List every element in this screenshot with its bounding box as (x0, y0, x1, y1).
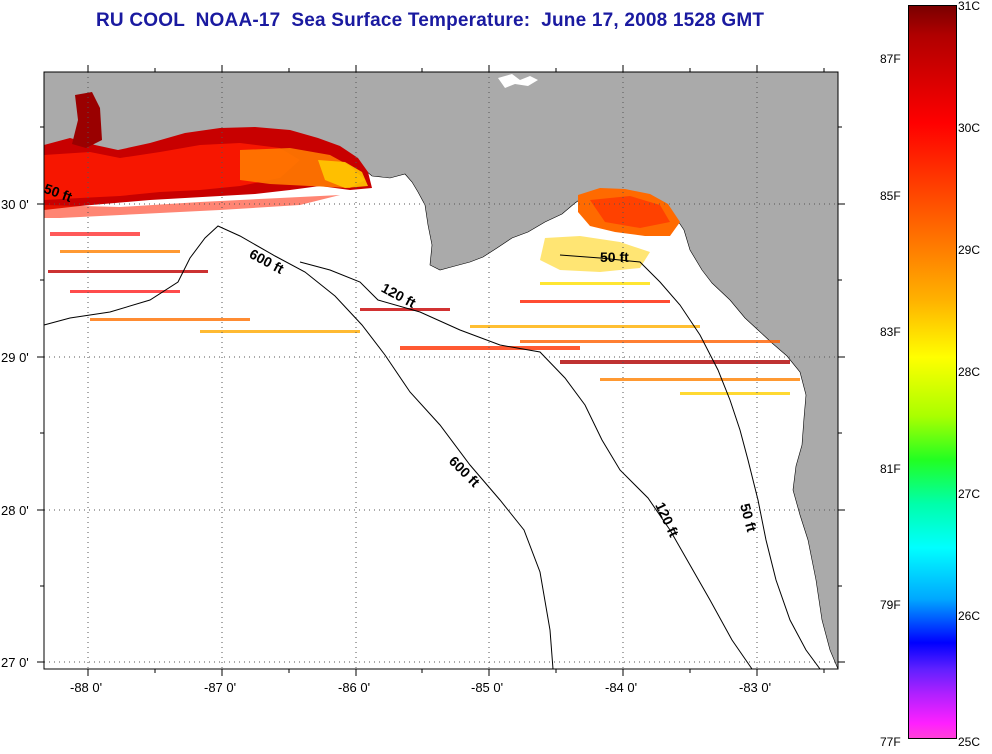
colorbar-celsius-label: 28C (958, 365, 981, 379)
colorbar-celsius-label: 27C (958, 487, 981, 501)
colorbar-celsius-label: 29C (958, 243, 981, 257)
map-frame (43, 71, 839, 670)
lon-tick-label: -87 0' (204, 680, 236, 695)
isobath-50ft (559, 254, 821, 670)
colorbar-celsius-label: 30C (958, 121, 981, 135)
lat-tick-label: 28 0' (1, 503, 29, 518)
isobath-label: 50 ft (600, 249, 629, 265)
lat-tick-label: 27 0' (1, 655, 29, 670)
isobath-120ft (299, 261, 753, 670)
lon-tick-label: -85 0' (471, 680, 503, 695)
colorbar-fahrenheit-label: 83F (880, 325, 901, 339)
axis-ticks (37, 65, 845, 676)
lat-tick-label: 30 0' (1, 197, 29, 212)
colorbar-fahrenheit-label: 87F (880, 52, 901, 66)
lon-tick-label: -86 0' (338, 680, 370, 695)
colorbar-fahrenheit-label: 77F (880, 735, 901, 749)
isobath-lines (43, 225, 821, 670)
lat-tick-label: 29 0' (1, 350, 29, 365)
temperature-colorbar (908, 5, 957, 739)
colorbar-celsius-label: 31C (958, 0, 981, 13)
isobath-label: 50 ft (737, 502, 760, 534)
colorbar-fahrenheit-label: 79F (880, 598, 901, 612)
lon-tick-label: -88 0' (70, 680, 102, 695)
map-title: RU COOL NOAA-17 Sea Surface Temperature:… (96, 10, 765, 31)
sst-data-scattered-streaks (48, 232, 800, 395)
colorbar-fahrenheit-label: 81F (880, 462, 901, 476)
lon-tick-label: -83 0' (739, 680, 771, 695)
colorbar-celsius-label: 25C (958, 735, 981, 749)
colorbar-celsius-label: 26C (958, 609, 981, 623)
colorbar-fahrenheit-label: 85F (880, 189, 901, 203)
inland-water (498, 74, 538, 88)
isobath-600ft (43, 225, 554, 670)
sst-data-coastal-red (44, 92, 372, 218)
lon-tick-label: -84 0' (605, 680, 637, 695)
